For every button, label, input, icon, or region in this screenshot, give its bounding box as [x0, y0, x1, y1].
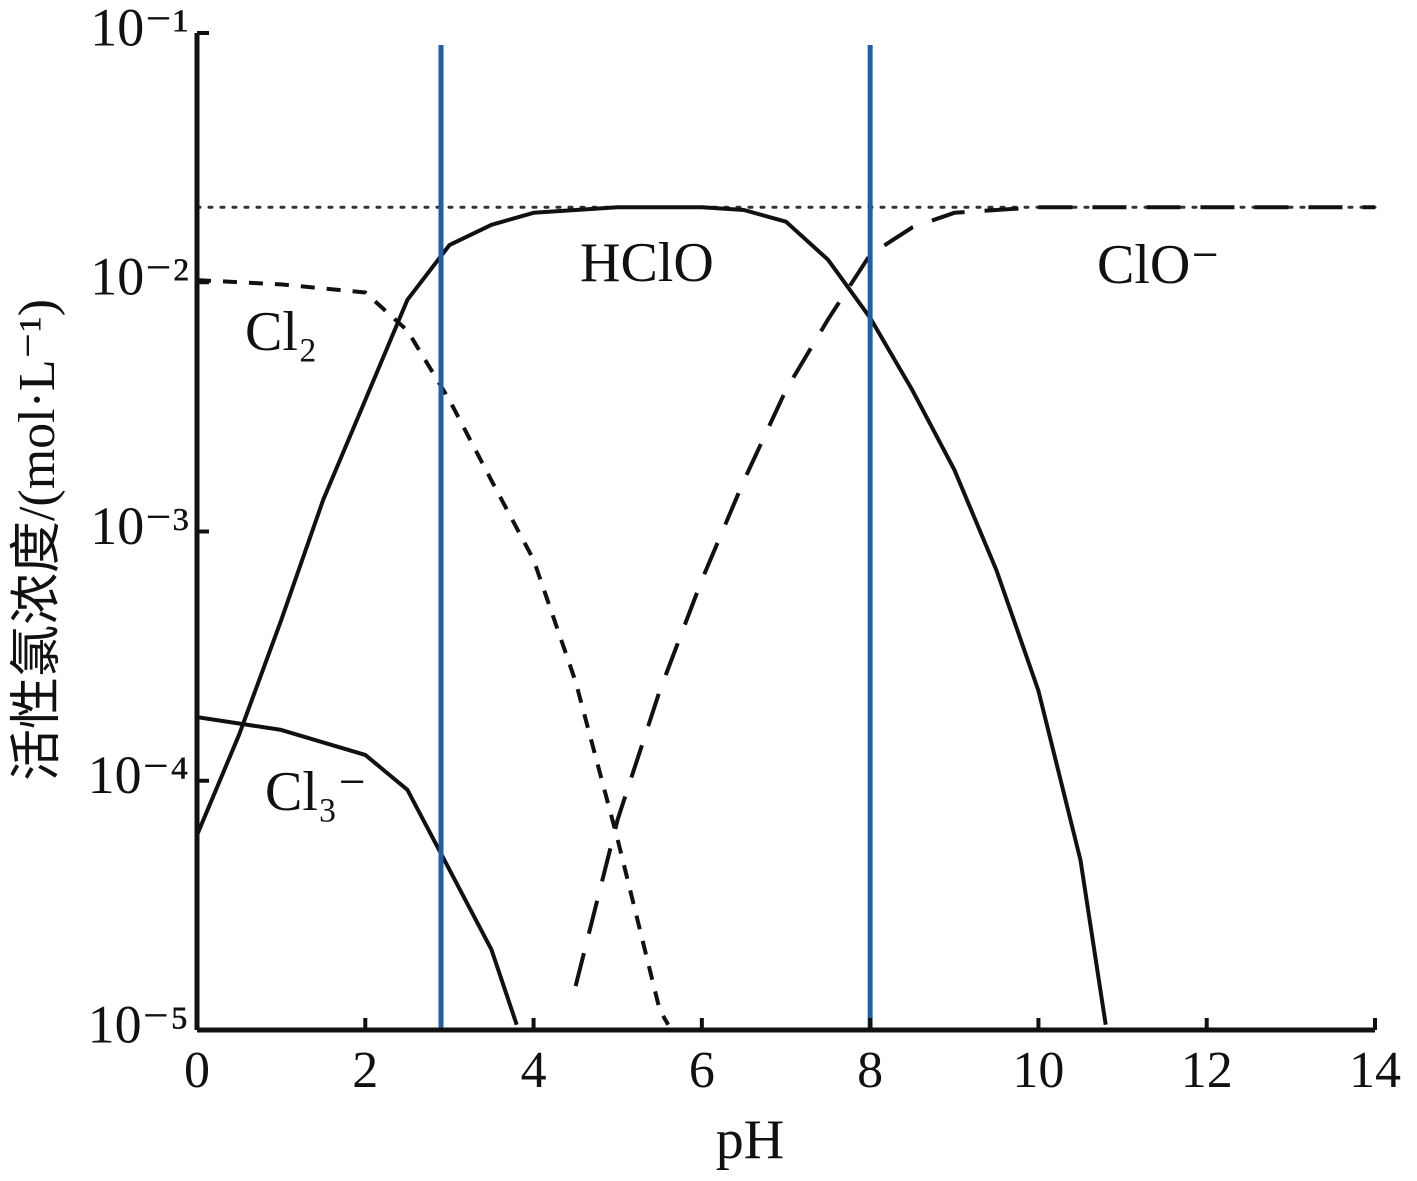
series-line — [197, 278, 670, 1026]
series-label: Cl₃⁻ — [265, 761, 367, 823]
x-tick-label: 0 — [184, 1042, 210, 1099]
series-label: Cl₂ — [245, 301, 317, 363]
y-axis-label: 活性氯浓度/(mol·L⁻¹) — [9, 299, 66, 781]
x-tick-label: 8 — [857, 1042, 883, 1099]
y-tick-label: 10⁻¹ — [90, 0, 189, 57]
x-tick-label: 4 — [521, 1042, 547, 1099]
series-line — [573, 205, 1375, 987]
y-tick-label: 10⁻⁵ — [88, 994, 189, 1054]
series-label: HClO — [580, 232, 714, 294]
series-line — [197, 715, 519, 1026]
x-tick-label: 6 — [689, 1042, 715, 1099]
series-line — [197, 205, 1108, 1026]
x-tick-label: 2 — [352, 1042, 378, 1099]
x-tick-label: 10 — [1012, 1042, 1064, 1099]
y-tick-label: 10⁻³ — [90, 496, 189, 556]
y-tick-label: 10⁻⁴ — [88, 745, 189, 805]
y-tick-label: 10⁻² — [90, 247, 189, 307]
x-tick-label: 12 — [1181, 1042, 1233, 1099]
series-label: ClO⁻ — [1097, 234, 1220, 296]
x-axis-label: pH — [716, 1109, 784, 1171]
x-tick-label: 14 — [1349, 1042, 1401, 1099]
